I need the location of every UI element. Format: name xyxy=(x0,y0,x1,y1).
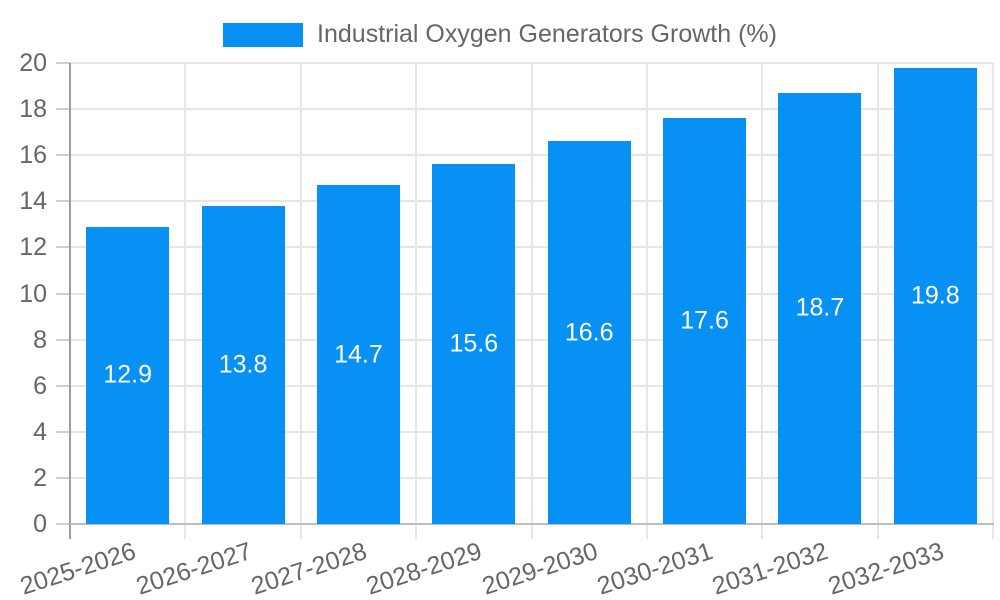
y-axis-tick-label: 2 xyxy=(33,463,47,492)
y-axis-tick xyxy=(56,430,70,433)
y-axis-tick-label: 4 xyxy=(33,417,47,446)
y-axis-tick xyxy=(56,200,70,203)
y-axis-tick xyxy=(56,384,70,387)
y-axis-tick-label: 14 xyxy=(19,187,47,216)
y-axis-tick xyxy=(56,108,70,111)
bar-value-label: 17.6 xyxy=(680,306,729,335)
legend-label: Industrial Oxygen Generators Growth (%) xyxy=(317,20,777,48)
bar[interactable] xyxy=(547,141,631,524)
bar[interactable] xyxy=(432,164,516,524)
x-gridline xyxy=(530,63,533,539)
x-axis-tick-label: 2026-2027 xyxy=(132,537,255,600)
y-axis-tick-label: 20 xyxy=(19,49,47,77)
y-axis-tick xyxy=(56,523,70,525)
bar[interactable] xyxy=(893,67,977,524)
bar[interactable] xyxy=(86,226,170,524)
y-axis-tick-label: 12 xyxy=(19,233,47,262)
legend-item[interactable]: Industrial Oxygen Generators Growth (%) xyxy=(0,20,1000,49)
x-axis-tick-label: 2031-2032 xyxy=(709,537,832,600)
x-gridline xyxy=(415,63,418,539)
y-axis-tick xyxy=(56,246,70,249)
y-axis-tick xyxy=(56,62,70,64)
bar[interactable] xyxy=(663,118,747,524)
y-axis-tick-label: 6 xyxy=(33,371,47,400)
x-axis-tick-label: 2025-2026 xyxy=(16,537,140,600)
x-axis-line xyxy=(70,523,994,525)
x-gridline xyxy=(299,63,302,539)
bar[interactable] xyxy=(201,205,285,524)
bar-value-label: 14.7 xyxy=(334,340,383,369)
x-axis-tick-label: 2028-2029 xyxy=(363,537,486,600)
x-gridline xyxy=(992,63,994,539)
y-axis-tick-label: 0 xyxy=(33,510,47,538)
x-axis-tick-label: 2029-2030 xyxy=(478,537,601,600)
y-axis-tick-label: 16 xyxy=(19,141,47,170)
y-axis-line xyxy=(69,63,71,539)
bar[interactable] xyxy=(778,92,862,524)
y-axis-tick-label: 8 xyxy=(33,325,47,354)
bar-value-label: 15.6 xyxy=(449,329,499,358)
y-axis-tick-label: 10 xyxy=(19,279,47,308)
bar-value-label: 13.8 xyxy=(218,350,268,379)
bar-value-label: 16.6 xyxy=(564,318,614,347)
bar[interactable] xyxy=(316,185,400,524)
x-gridline xyxy=(761,63,764,539)
x-gridline xyxy=(645,63,648,539)
legend-swatch xyxy=(223,22,304,47)
x-axis-tick-label: 2032-2033 xyxy=(824,537,947,600)
x-axis-tick-label: 2027-2028 xyxy=(247,537,371,600)
y-axis-tick xyxy=(56,338,70,341)
y-axis-tick xyxy=(56,292,70,295)
bar-value-label: 12.9 xyxy=(103,360,153,389)
y-axis-tick xyxy=(56,476,70,479)
bar-value-label: 18.7 xyxy=(795,293,845,322)
bar-value-label: 19.8 xyxy=(910,281,960,310)
y-axis-tick xyxy=(56,154,70,157)
x-gridline xyxy=(184,63,187,539)
x-axis-tick-label: 2030-2031 xyxy=(593,537,717,600)
y-axis-tick-label: 18 xyxy=(19,95,47,124)
x-gridline xyxy=(876,63,879,539)
